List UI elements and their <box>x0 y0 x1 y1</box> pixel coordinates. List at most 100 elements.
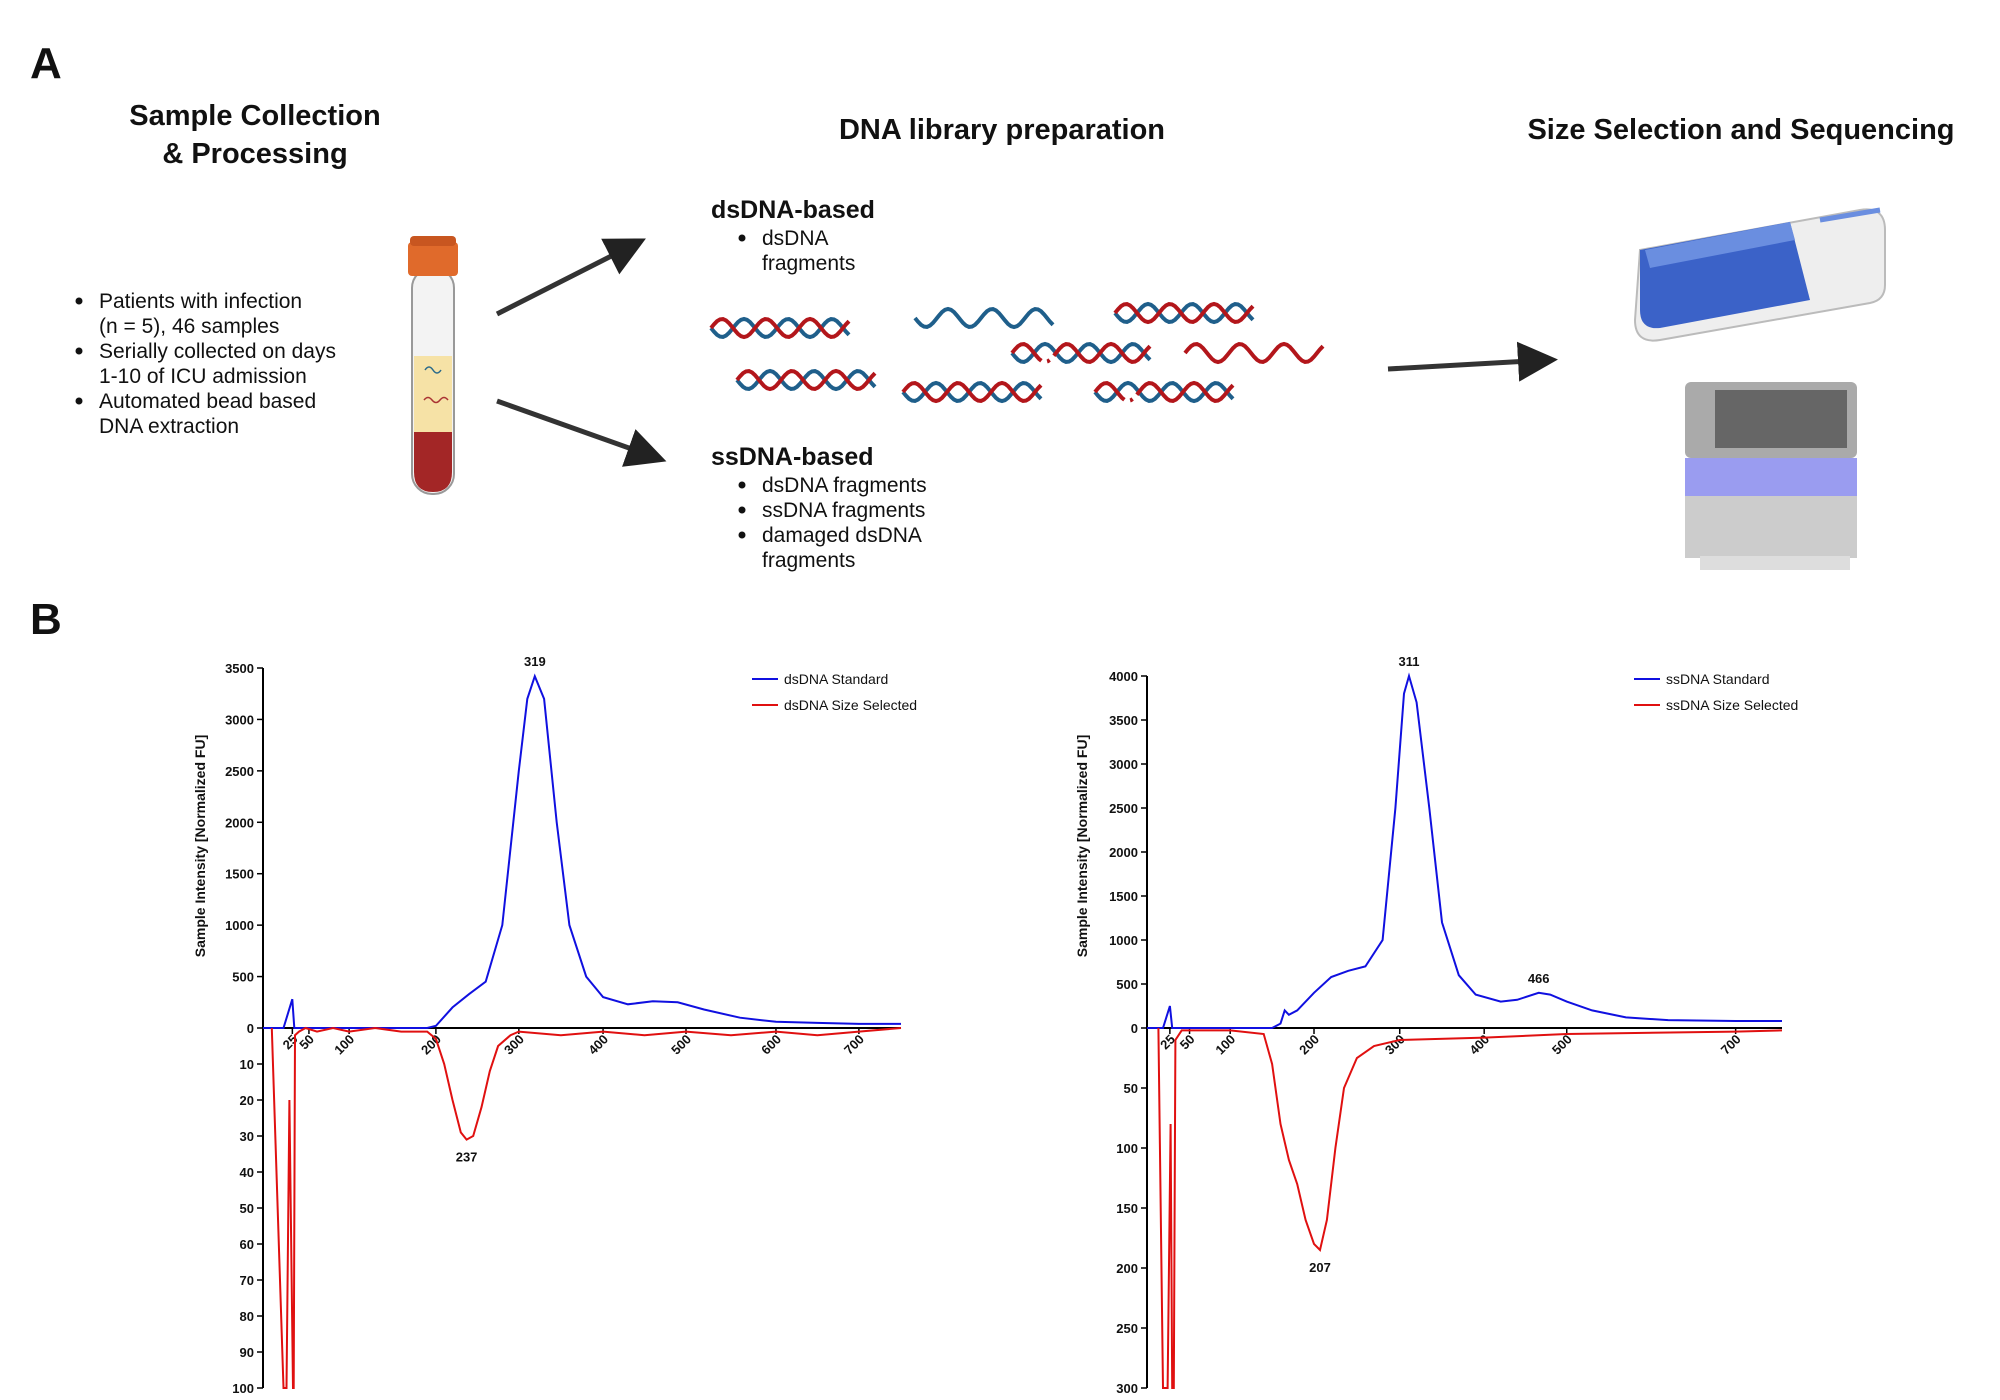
bullet-text: dsDNA <box>762 227 829 250</box>
y-tick-label: 500 <box>232 970 254 985</box>
x-tick-label: 100 <box>331 1032 357 1058</box>
peak-label: 237 <box>456 1150 478 1165</box>
y2-tick-label: 50 <box>1124 1081 1138 1096</box>
bullet-dot <box>738 481 746 489</box>
bullet-dot <box>738 531 746 539</box>
peak-label: 319 <box>524 654 546 669</box>
arrow <box>495 238 646 317</box>
arrow <box>496 398 667 467</box>
dna-fragment <box>901 380 1043 404</box>
panel-label: A <box>30 39 62 88</box>
bullet-text: fragments <box>762 252 855 275</box>
arrow <box>1387 341 1558 382</box>
column-title: & Processing <box>162 138 347 170</box>
bullet-text: DNA extraction <box>99 415 239 438</box>
y-tick-label: 3500 <box>1109 713 1138 728</box>
bullet-text: Patients with infection <box>99 290 302 313</box>
bullet-dot <box>738 234 746 242</box>
series-line <box>1147 672 1782 1029</box>
bullet-text: 1-10 of ICU admission <box>99 365 307 388</box>
bullet-dot <box>75 347 83 355</box>
y-tick-label: 4000 <box>1109 669 1138 684</box>
dna-fragment <box>709 316 851 340</box>
y-tick-label: 1000 <box>225 918 254 933</box>
y-tick-label: 0 <box>247 1021 254 1036</box>
dna-fragment <box>1093 380 1235 404</box>
y-tick-label: 3500 <box>225 661 254 676</box>
y-tick-label: 1500 <box>1109 889 1138 904</box>
legend-label: ssDNA Standard <box>1666 671 1770 687</box>
strand <box>1093 380 1235 404</box>
strand <box>709 316 851 340</box>
y-tick-label: 3000 <box>225 712 254 727</box>
x-tick-label: 400 <box>1466 1032 1492 1058</box>
y-tick-label: 1500 <box>225 867 254 882</box>
y2-tick-label: 90 <box>240 1345 254 1360</box>
peak-label: 207 <box>1309 1260 1331 1275</box>
bullet-text: (n = 5), 46 samples <box>99 315 279 338</box>
bullet-text: dsDNA fragments <box>762 474 927 497</box>
legend-label: dsDNA Size Selected <box>784 697 917 713</box>
bullet-text: damaged dsDNA <box>762 524 922 547</box>
y-tick-label: 2000 <box>225 815 254 830</box>
peak-label: 311 <box>1399 654 1420 669</box>
y2-tick-label: 60 <box>240 1237 254 1252</box>
y2-tick-label: 150 <box>1116 1201 1138 1216</box>
bullet-text: Automated bead based <box>99 390 316 413</box>
blood-tube <box>408 236 458 495</box>
y2-tick-label: 100 <box>1116 1141 1138 1156</box>
x-tick-label: 300 <box>1382 1032 1408 1058</box>
bullet-text: fragments <box>762 549 855 572</box>
method-heading: dsDNA-based <box>711 196 875 224</box>
y-tick-label: 2000 <box>1109 845 1138 860</box>
strand <box>735 368 877 392</box>
y2-tick-label: 20 <box>240 1093 254 1108</box>
y2-tick-label: 200 <box>1116 1261 1138 1276</box>
series-line <box>270 1026 902 1389</box>
dna-fragment <box>735 368 877 392</box>
strand <box>913 306 1055 330</box>
series-line <box>1157 1027 1783 1389</box>
x-tick-label: 300 <box>501 1032 527 1058</box>
sequencer-large <box>1685 382 1857 570</box>
series-line <box>263 673 901 1029</box>
bullet-text: Serially collected on days <box>99 340 336 363</box>
y-tick-label: 2500 <box>225 764 254 779</box>
y2-tick-label: 10 <box>240 1057 254 1072</box>
y-tick-label: 1000 <box>1109 933 1138 948</box>
y2-tick-label: 40 <box>240 1165 254 1180</box>
y2-tick-label: 100 <box>232 1381 254 1396</box>
y2-tick-label: 250 <box>1116 1321 1138 1336</box>
y-tick-label: 2500 <box>1109 801 1138 816</box>
method-heading: ssDNA-based <box>711 443 874 471</box>
y-axis-label: Sample Intensity [Normalized FU] <box>192 735 208 957</box>
dna-fragment <box>1183 341 1325 365</box>
y2-tick-label: 50 <box>240 1201 254 1216</box>
strand <box>901 380 1043 404</box>
column-title: DNA library preparation <box>839 114 1165 146</box>
bullet-dot <box>75 297 83 305</box>
column-title: Size Selection and Sequencing <box>1527 114 1954 146</box>
y-tick-label: 0 <box>1131 1021 1138 1036</box>
bullet-dot <box>738 506 746 514</box>
x-tick-label: 700 <box>841 1032 867 1058</box>
x-tick-label: 200 <box>1296 1032 1322 1058</box>
x-tick-label: 100 <box>1212 1032 1238 1058</box>
column-title: Sample Collection <box>129 100 380 132</box>
x-tick-label: 600 <box>758 1032 784 1058</box>
y-tick-label: 500 <box>1116 977 1138 992</box>
x-tick-label: 700 <box>1718 1032 1744 1058</box>
dna-fragment <box>913 306 1055 330</box>
y-tick-label: 3000 <box>1109 757 1138 772</box>
x-tick-label: 500 <box>668 1032 694 1058</box>
y2-tick-label: 30 <box>240 1129 254 1144</box>
y2-tick-label: 300 <box>1116 1381 1138 1396</box>
dna-fragment <box>1113 301 1255 325</box>
peak-label: 466 <box>1528 971 1550 986</box>
sequencer-small <box>1633 207 1886 342</box>
bullet-dot <box>75 397 83 405</box>
y2-tick-label: 70 <box>240 1273 254 1288</box>
panel-label: B <box>30 595 62 644</box>
y2-tick-label: 80 <box>240 1309 254 1324</box>
